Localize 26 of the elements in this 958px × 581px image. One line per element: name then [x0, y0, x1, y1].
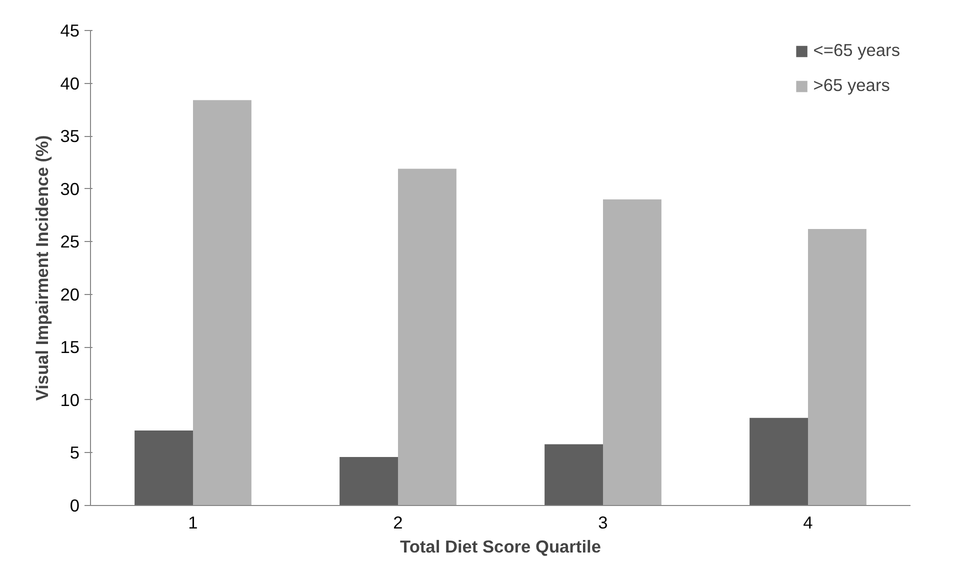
y-tick-label: 30 [60, 178, 80, 199]
bar [134, 430, 193, 506]
y-tick-label: 15 [60, 337, 80, 358]
x-tick-label: 4 [803, 512, 814, 532]
legend-label: >65 years [813, 75, 890, 96]
y-tick-label: 10 [60, 390, 80, 410]
y-tick-label: 25 [60, 232, 80, 252]
y-tick-label: 35 [60, 126, 80, 146]
x-tick-label: 2 [393, 512, 403, 532]
bar [398, 168, 456, 506]
y-tick-label: 45 [60, 20, 80, 40]
y-tick-label: 20 [60, 284, 80, 304]
legend-label: <=65 years [813, 40, 900, 61]
bar [193, 100, 252, 506]
y-tick-label: 5 [70, 442, 80, 463]
bar [544, 444, 603, 506]
x-tick-label: 1 [188, 512, 198, 532]
bar [808, 228, 866, 506]
bar [603, 199, 662, 506]
x-axis-title: Total Diet Score Quartile [400, 536, 602, 556]
y-tick-label: 40 [60, 73, 80, 94]
bar [750, 418, 808, 506]
y-tick-label: 0 [70, 496, 80, 516]
bar [340, 456, 398, 506]
y-axis-title: Visual Impairment Incidence (%) [32, 135, 52, 401]
x-tick-label: 3 [598, 512, 608, 532]
